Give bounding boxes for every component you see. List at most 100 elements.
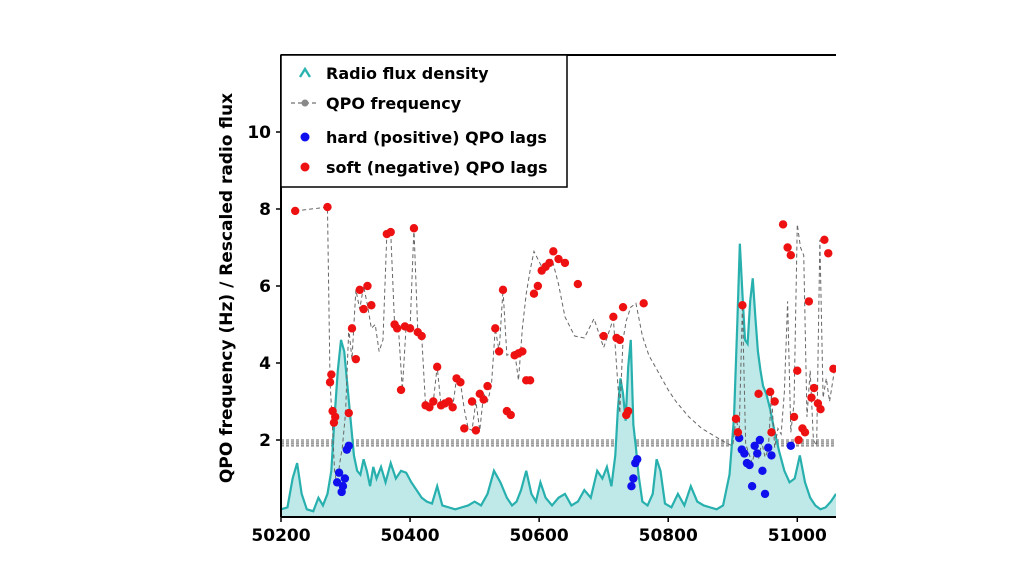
legend-entry: soft (negative) QPO lags	[300, 158, 548, 177]
soft-lag-point	[448, 403, 457, 412]
soft-lag-point	[344, 408, 353, 418]
soft-lag-point	[479, 395, 488, 404]
soft-lag-point	[392, 324, 402, 333]
soft-lag-point	[506, 410, 515, 420]
soft-lag-point	[573, 279, 583, 289]
legend-caret-icon	[298, 66, 312, 78]
hard-lag-point	[747, 482, 757, 491]
hard-lag-point	[758, 466, 767, 475]
y-tick-label: 8	[259, 200, 271, 220]
soft-lag-point	[789, 412, 799, 422]
x-tick-label: 51000	[768, 526, 827, 546]
soft-lag-point	[456, 378, 465, 387]
x-tick-label: 50800	[639, 526, 698, 546]
hard-lag-point	[755, 435, 765, 445]
soft-lag-point	[778, 220, 788, 229]
hard-lag-point	[753, 449, 762, 458]
soft-lag-point	[786, 251, 796, 260]
soft-lag-point	[331, 412, 340, 422]
soft-lag-point	[560, 258, 570, 268]
soft-lag-point	[533, 281, 543, 291]
legend-dot-icon	[301, 99, 309, 107]
x-tick-label: 50600	[510, 526, 569, 546]
hard-lag-point	[760, 489, 770, 499]
soft-lag-point	[409, 224, 419, 233]
y-tick-label: 10	[247, 123, 271, 143]
legend-entry: hard (positive) QPO lags	[300, 128, 547, 147]
soft-lag-point	[738, 301, 747, 310]
radio-flux-area	[281, 243, 836, 517]
soft-lag-point	[829, 364, 836, 373]
soft-lag-point	[471, 426, 481, 435]
soft-lag-point	[807, 393, 816, 402]
soft-lag-point	[618, 302, 628, 312]
hard-lag-point	[767, 451, 776, 460]
soft-lag-point	[347, 324, 357, 333]
soft-lag-point	[363, 281, 372, 291]
soft-lag-point	[754, 389, 763, 398]
legend-entry: QPO frequency	[291, 94, 462, 113]
legend-dot-icon	[300, 132, 310, 142]
legend-dot-icon	[300, 162, 310, 172]
soft-lag-point	[386, 227, 395, 237]
x-tick-label: 50400	[380, 526, 439, 546]
plot-clip-group	[281, 202, 836, 517]
soft-lag-point	[800, 428, 810, 437]
soft-lag-point	[793, 366, 802, 375]
soft-lag-point	[770, 397, 779, 406]
hard-lag-point	[344, 441, 353, 450]
radio-flux-line	[281, 243, 836, 513]
legend: Radio flux density QPO frequency hard (pos…	[280, 54, 568, 188]
hard-lag-point	[338, 482, 348, 491]
soft-lag-point	[794, 435, 803, 445]
soft-lag-point	[367, 301, 376, 310]
soft-lag-point	[417, 331, 426, 341]
soft-lag-point	[767, 428, 776, 437]
soft-lag-point	[432, 362, 442, 372]
soft-lag-point	[460, 424, 469, 433]
soft-lag-point	[824, 249, 833, 258]
hard-lag-point	[334, 468, 344, 477]
soft-lag-point	[355, 285, 364, 295]
soft-lag-point	[529, 289, 539, 298]
soft-lag-point	[494, 347, 504, 356]
soft-lag-point	[804, 297, 814, 306]
legend-label: soft (negative) QPO lags	[326, 158, 548, 177]
soft-lag-point	[599, 331, 608, 341]
soft-lag-point	[429, 397, 438, 406]
hard-lag-point	[627, 482, 636, 491]
y-tick-label: 6	[259, 277, 271, 297]
soft-lag-point	[820, 235, 829, 244]
soft-lag-point	[396, 385, 406, 395]
soft-lag-point	[639, 299, 648, 308]
hard-lag-point	[750, 441, 759, 450]
soft-lag-point	[325, 378, 335, 387]
soft-lag-point	[518, 347, 527, 356]
soft-lag-point	[554, 254, 563, 264]
soft-lag-point	[359, 304, 368, 314]
x-tick-label: 50200	[251, 526, 310, 546]
soft-lag-point	[405, 324, 415, 333]
legend-label: Radio flux density	[326, 64, 489, 83]
legend-label: QPO frequency	[326, 94, 462, 113]
hard-lag-point	[745, 460, 754, 470]
soft-lag-point	[609, 312, 618, 321]
soft-lag-point	[483, 381, 492, 391]
legend-label: hard (positive) QPO lags	[326, 128, 547, 147]
soft-lag-point	[731, 414, 741, 424]
y-tick-label: 2	[259, 431, 271, 451]
soft-lag-point	[549, 247, 558, 256]
soft-lag-point	[765, 387, 775, 397]
soft-lag-point	[545, 258, 554, 268]
soft-lag-point	[783, 243, 792, 252]
soft-lag-point	[816, 405, 825, 414]
y-tick-label: 4	[259, 354, 271, 374]
soft-lag-point	[491, 324, 500, 333]
y-axis-label-group: QPO frequency (Hz) / Rescaled radio flux	[217, 93, 237, 483]
soft-lag-point	[525, 376, 535, 385]
hard-lag-point	[764, 443, 773, 452]
soft-lag-point	[467, 397, 477, 406]
legend-box	[280, 54, 568, 188]
y-axis-label: QPO frequency (Hz) / Rescaled radio flux	[217, 93, 237, 483]
